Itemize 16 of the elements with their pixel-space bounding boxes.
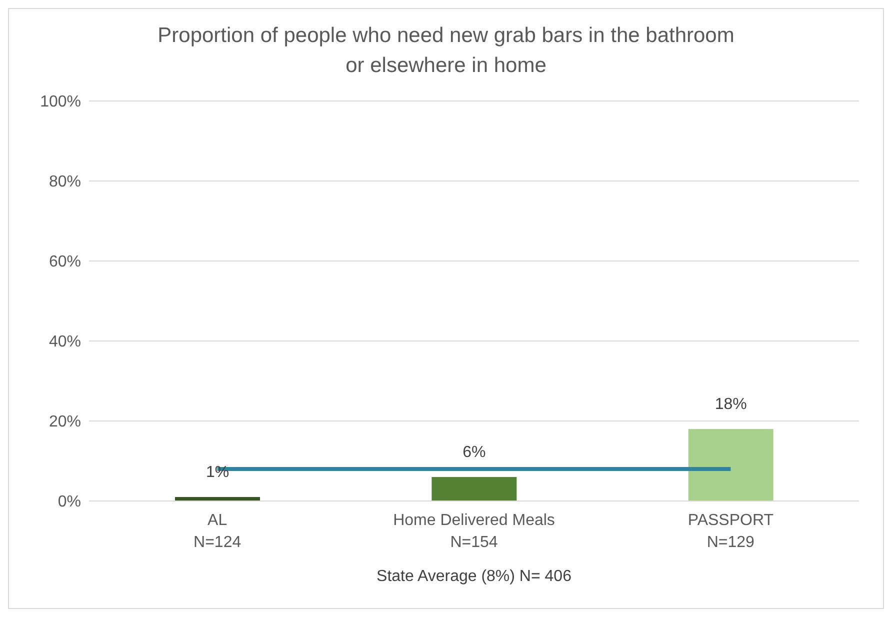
data-label: 1%: [206, 464, 230, 481]
y-tick-label: 20%: [48, 414, 81, 431]
x-tick-label: Home Delivered Meals N=154: [393, 512, 555, 551]
data-label: 18%: [714, 396, 747, 413]
y-tick-label: 100%: [40, 94, 81, 111]
bar: [432, 477, 517, 501]
x-tick-label: AL N=124: [194, 512, 242, 551]
x-tick-label: PASSPORT N=129: [688, 512, 774, 551]
y-tick-label: 40%: [48, 334, 81, 351]
bar: [688, 429, 774, 501]
y-tick-label: 0%: [58, 494, 81, 511]
data-label: 6%: [462, 444, 486, 461]
x-axis-title: State Average (8%) N= 406: [376, 568, 572, 585]
y-tick-label: 80%: [48, 174, 81, 191]
y-tick-label: 60%: [48, 254, 81, 271]
chart-title: Proportion of people who need new grab bars in the bathroom or elsewhere in home: [156, 23, 736, 79]
